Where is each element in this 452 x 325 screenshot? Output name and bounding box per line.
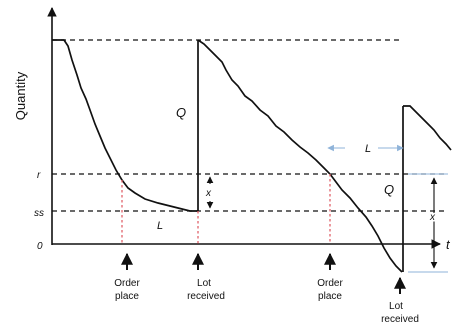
x-label-second: x: [429, 212, 436, 223]
lead-time-label-first: L: [157, 220, 163, 232]
event-label-lot-1-line2: received: [187, 291, 225, 302]
x-label-first: x: [205, 188, 212, 199]
y-axis-label: Quantity: [13, 71, 28, 120]
level-label-ss: ss: [34, 208, 44, 219]
lead-time-label-second: L: [365, 143, 371, 155]
inventory-curve-cycle-1: [52, 39, 198, 212]
level-label-zero: 0: [37, 241, 43, 252]
inventory-curve-cycle-2: [197, 39, 403, 273]
event-label-lot-1-line1: Lot: [197, 278, 211, 289]
inventory-curve-cycle-3: [403, 105, 452, 151]
q-label-second: Q: [384, 182, 394, 197]
event-label-order-1-line1: Order: [114, 278, 140, 289]
event-label-order-2-line1: Order: [317, 278, 343, 289]
event-label-lot-2-line2: received: [381, 314, 419, 325]
event-label-lot-2-line1: Lot: [389, 301, 403, 312]
event-label-order-1-line2: place: [115, 291, 139, 302]
level-label-r: r: [37, 170, 41, 181]
t-axis-label: t: [446, 237, 451, 252]
event-label-order-2-line2: place: [318, 291, 342, 302]
q-label-first: Q: [176, 105, 186, 120]
